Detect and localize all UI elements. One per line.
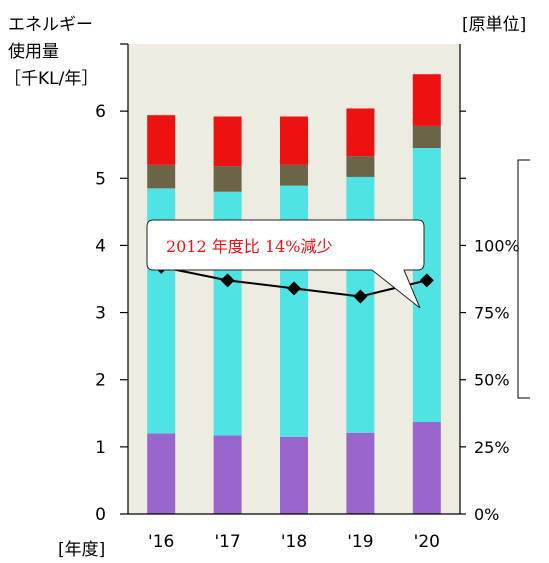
bar-segment-0-4	[412, 422, 441, 514]
x-unit-label: [年度]	[58, 540, 105, 559]
left-tick-label: 4	[95, 236, 106, 256]
left-tick-label: 6	[95, 102, 106, 122]
callout-bubble	[146, 219, 425, 309]
right-tick-label: 50%	[474, 371, 510, 390]
y-left-title-line2: 使用量	[8, 41, 59, 62]
bar-segment-2-4	[412, 125, 441, 149]
left-tick-label: 2	[95, 371, 106, 391]
bar-segment-2-3	[346, 156, 375, 177]
intensity-marker	[287, 281, 301, 296]
right-bracket	[517, 159, 530, 399]
right-tick-label: 0%	[474, 505, 499, 524]
intensity-marker	[220, 273, 235, 288]
x-tick-label: '20	[414, 532, 440, 552]
annotation-text: 2012 年度比 14%減少	[166, 237, 332, 256]
bar-segment-3-3	[346, 108, 375, 157]
bar-segment-2-2	[280, 164, 308, 186]
bar-segment-0-2	[280, 436, 308, 514]
bar-segment-3-2	[280, 116, 308, 165]
y-right-title: [原単位]	[462, 15, 526, 35]
x-tick-label: '17	[214, 532, 240, 552]
bar-segment-3-0	[147, 115, 176, 165]
bar-segment-0-1	[213, 435, 242, 514]
bar-segment-3-4	[412, 74, 441, 126]
intensity-marker	[353, 289, 368, 304]
left-tick-label: 5	[95, 169, 106, 189]
y-left-unit: ［千KL/年］	[4, 69, 98, 89]
right-tick-label: 100%	[474, 236, 520, 255]
left-tick-label: 0	[95, 505, 106, 525]
bar-segment-0-0	[147, 433, 176, 514]
x-tick-label: '18	[281, 532, 307, 552]
right-tick-label: 25%	[474, 438, 510, 457]
axes-group: 0 1 2 3 4 5 6 0% 25% 50% 75% 100% '16 '17 '18 '19 '20	[95, 43, 520, 552]
x-tick-label: '19	[347, 532, 373, 552]
bar-segment-1-3	[346, 176, 375, 433]
y-left-title-line1: エネルギー	[8, 15, 93, 35]
bar-segment-0-3	[346, 432, 375, 514]
intensity-marker	[419, 273, 434, 288]
x-tick-label: '16	[148, 532, 174, 552]
bar-segment-2-1	[213, 166, 242, 192]
right-tick-label: 75%	[474, 304, 510, 323]
bar-segment-3-1	[213, 116, 242, 167]
left-tick-label: 3	[95, 304, 106, 324]
bar-segment-2-0	[147, 164, 176, 189]
left-tick-label: 1	[95, 438, 106, 458]
